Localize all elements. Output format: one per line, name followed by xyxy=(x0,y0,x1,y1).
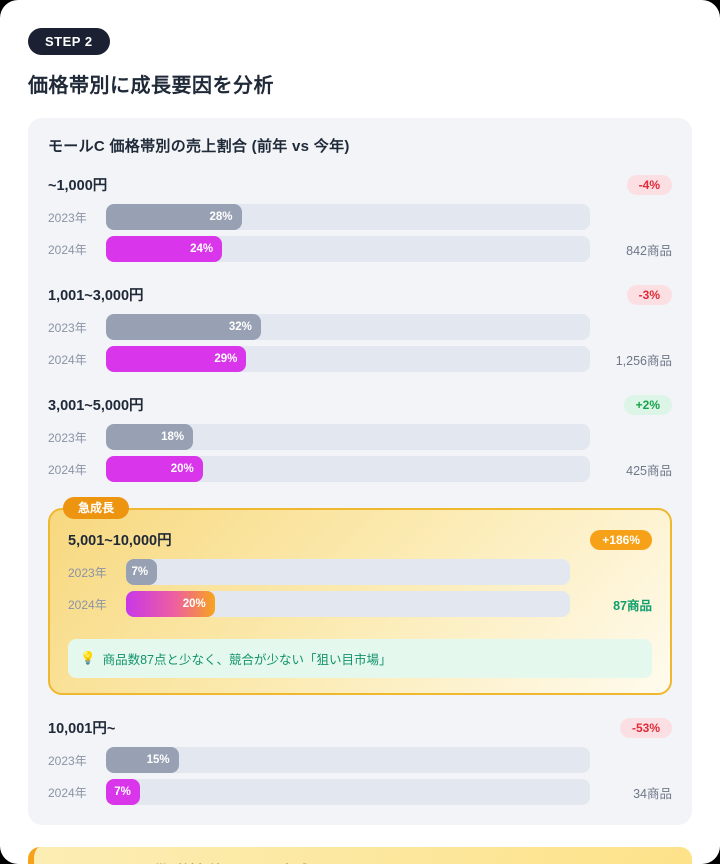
bar-row-2024年: 2024年 29% 1,256商品 xyxy=(48,346,672,372)
year-label: 2023年 xyxy=(48,753,87,768)
year-label: 2024年 xyxy=(48,462,87,477)
growth-badge: +2% xyxy=(623,394,672,415)
bar-row-2023年: 2023年 7% xyxy=(68,559,652,585)
bar-fill-2023年: 7% xyxy=(126,559,158,585)
insight-callout: 5,001~10,000円帯が前年比+186%と急成長。 しかも商品数は87点し… xyxy=(28,847,692,864)
bar-row-2023年: 2023年 18% xyxy=(48,424,672,450)
chart-title: モールC 価格帯別の売上割合 (前年 vs 今年) xyxy=(48,138,350,155)
price-band-section: 10,001円~ -53% 2023年 15% 2024年 7% 34商品 xyxy=(48,717,672,805)
bar-track: 15% xyxy=(106,747,590,773)
year-label: 2023年 xyxy=(48,320,87,335)
price-band-header: ~1,000円 -4% xyxy=(48,174,672,195)
year-label: 2023年 xyxy=(48,210,87,225)
price-band-section: 5,001~10,000円 +186% 2023年 7% 2024年 20% 87商品 xyxy=(68,529,652,617)
year-label: 2024年 xyxy=(68,597,107,612)
page-title: 価格帯別に成長要因を分析 xyxy=(28,75,274,97)
bar-fill-2024年: 7% xyxy=(106,779,140,805)
bar-value-label: 28% xyxy=(209,211,233,223)
bar-track: 18% xyxy=(106,424,590,450)
bar-value-label: 32% xyxy=(228,321,252,333)
bar-row-2024年: 2024年 24% 842商品 xyxy=(48,236,672,262)
growth-badge: -3% xyxy=(626,284,672,305)
product-count: 1,256商品 xyxy=(615,353,672,368)
product-count: 842商品 xyxy=(626,243,672,258)
price-band-section: 3,001~5,000円 +2% 2023年 18% 2024年 20% 425商品 xyxy=(48,394,672,482)
year-label: 2023年 xyxy=(48,430,87,445)
bar-value-label: 24% xyxy=(190,243,214,255)
bar-fill-2023年: 28% xyxy=(106,204,242,230)
bar-fill-2023年: 15% xyxy=(106,747,179,773)
product-count: 34商品 xyxy=(633,786,672,801)
bar-fill-2024年: 20% xyxy=(126,591,215,617)
year-label: 2023年 xyxy=(68,565,107,580)
price-band-section: 1,001~3,000円 -3% 2023年 32% 2024年 29% 1,256商品 xyxy=(48,284,672,372)
bar-track: 32% xyxy=(106,314,590,340)
growth-badge: -4% xyxy=(626,174,672,195)
year-label: 2024年 xyxy=(48,785,87,800)
bar-value-label: 15% xyxy=(146,754,170,766)
bar-track: 20% xyxy=(126,591,570,617)
bar-row-2024年: 2024年 20% 425商品 xyxy=(48,456,672,482)
bar-value-label: 20% xyxy=(182,598,206,610)
step-badge: STEP 2 xyxy=(28,28,110,55)
price-band-label: ~1,000円 xyxy=(48,178,108,194)
price-band-header: 5,001~10,000円 +186% xyxy=(68,529,652,550)
bar-value-label: 18% xyxy=(161,431,185,443)
bar-fill-2024年: 29% xyxy=(106,346,247,372)
price-band-label: 1,001~3,000円 xyxy=(48,288,144,304)
bar-row-2023年: 2023年 32% xyxy=(48,314,672,340)
highlight-note-text: 商品数87点と少なく、競合が少ない「狙い目市場」 xyxy=(102,653,392,667)
bar-fill-2024年: 20% xyxy=(106,456,203,482)
highlight-box: 急成長 5,001~10,000円 +186% 2023年 7% 2024年 20% 87商品… xyxy=(48,497,672,695)
price-band-label: 5,001~10,000円 xyxy=(68,533,172,549)
bar-row-2023年: 2023年 28% xyxy=(48,204,672,230)
bar-value-label: 20% xyxy=(170,463,194,475)
bar-fill-2023年: 18% xyxy=(106,424,194,450)
year-label: 2024年 xyxy=(48,242,87,257)
product-count: 87商品 xyxy=(613,598,652,613)
bar-track: 24% xyxy=(106,236,590,262)
bar-row-2024年: 2024年 7% 34商品 xyxy=(48,779,672,805)
year-label: 2024年 xyxy=(48,352,87,367)
growth-badge: +186% xyxy=(590,529,652,550)
growth-badge: -53% xyxy=(619,717,672,738)
price-band-header: 3,001~5,000円 +2% xyxy=(48,394,672,415)
bar-row-2023年: 2023年 15% xyxy=(48,747,672,773)
bar-track: 29% xyxy=(106,346,590,372)
bar-track: 28% xyxy=(106,204,590,230)
bar-row-2024年: 2024年 20% 87商品 xyxy=(68,591,652,617)
bar-track: 7% xyxy=(126,559,570,585)
price-band-header: 10,001円~ -53% xyxy=(48,717,672,738)
price-band-label: 10,001円~ xyxy=(48,721,116,737)
rapid-growth-badge: 急成長 xyxy=(63,497,130,519)
bar-fill-2023年: 32% xyxy=(106,314,261,340)
bar-track: 20% xyxy=(106,456,590,482)
price-bands-list: ~1,000円 -4% 2023年 28% 2024年 24% 842商品 1,001~3,0… xyxy=(48,174,672,805)
bar-track: 7% xyxy=(106,779,590,805)
bar-value-label: 7% xyxy=(131,566,149,578)
lightbulb-icon: 💡 xyxy=(80,651,96,665)
bar-fill-2024年: 24% xyxy=(106,236,223,262)
price-band-header: 1,001~3,000円 -3% xyxy=(48,284,672,305)
chart-card: モールC 価格帯別の売上割合 (前年 vs 今年) ~1,000円 -4% 2023… xyxy=(28,118,692,825)
highlight-note: 💡 商品数87点と少なく、競合が少ない「狙い目市場」 xyxy=(68,639,652,678)
product-count: 425商品 xyxy=(626,463,672,478)
bar-value-label: 29% xyxy=(214,353,238,365)
bar-value-label: 7% xyxy=(114,786,131,798)
price-band-section: ~1,000円 -4% 2023年 28% 2024年 24% 842商品 xyxy=(48,174,672,262)
price-band-label: 3,001~5,000円 xyxy=(48,398,144,414)
